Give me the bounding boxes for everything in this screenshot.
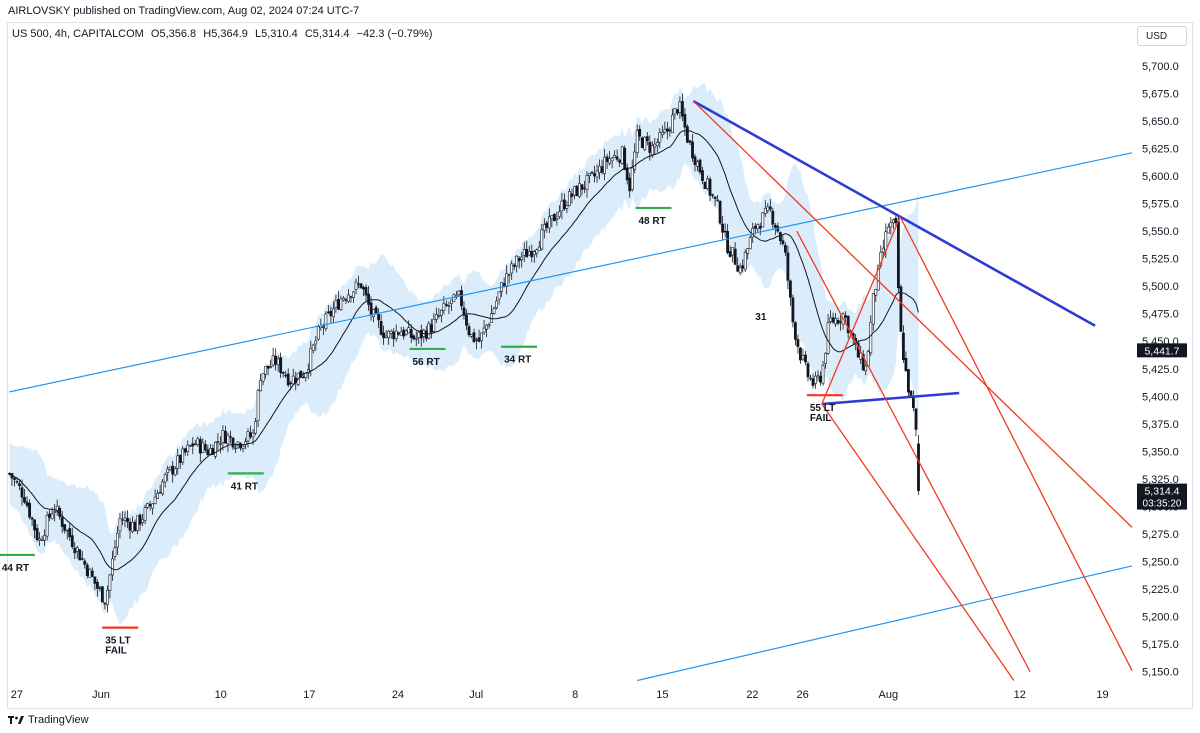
chart-frame <box>7 22 1193 709</box>
low-value: L5,310.4 <box>254 28 298 40</box>
symbol-legend: US 500, 4h, CAPITALCOM O5,356.8 H5,364.9… <box>12 28 436 40</box>
close-value: C5,314.4 <box>304 28 350 40</box>
high-value: H5,364.9 <box>203 28 248 40</box>
open-value: O5,356.8 <box>150 28 197 40</box>
footer-brand: TradingView <box>8 712 89 728</box>
publish-bar: AIRLOVSKY published on TradingView.com, … <box>0 0 1200 22</box>
footer-brand-label: TradingView <box>28 714 89 726</box>
symbol-label[interactable]: US 500, 4h, CAPITALCOM <box>12 28 144 40</box>
currency-button[interactable]: USD <box>1137 26 1187 46</box>
publisher-line: AIRLOVSKY published on TradingView.com, … <box>8 5 360 17</box>
change-value: −42.3 (−0.79%) <box>356 28 433 40</box>
tradingview-logo-icon <box>8 716 24 724</box>
